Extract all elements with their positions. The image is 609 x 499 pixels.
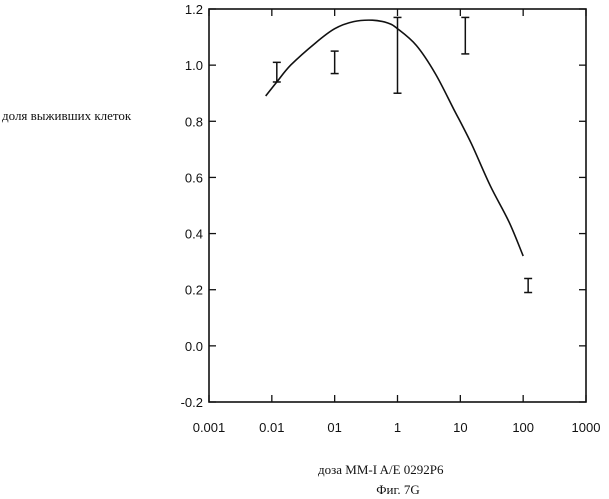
x-tick-label: 0.01 <box>259 420 284 435</box>
figure-caption: Фиг. 7G <box>376 482 419 497</box>
x-tick-label: 1 <box>394 420 401 435</box>
x-tick-label: 0.001 <box>193 420 226 435</box>
x-tick-label: 10 <box>453 420 467 435</box>
error-bar <box>524 278 532 292</box>
error-bar <box>331 51 339 73</box>
error-bars <box>273 17 532 292</box>
x-axis-label: доза MM-I A/E 0292P6 <box>318 462 444 477</box>
x-axis-ticks: 0.001 0.01 01 1 10 100 1000 <box>193 9 601 435</box>
y-tick-label: -0.2 <box>181 395 203 410</box>
error-bar <box>461 17 469 53</box>
x-tick-label: 1000 <box>572 420 601 435</box>
y-tick-label: 0.4 <box>185 227 203 242</box>
y-axis-label: доля выживших клеток <box>2 108 132 123</box>
y-tick-label: 0.8 <box>185 114 203 129</box>
y-tick-label: 0.6 <box>185 170 203 185</box>
fit-curve <box>266 20 524 256</box>
y-axis-ticks: -0.2 0.0 0.2 0.4 0.6 0.8 1.0 1.2 <box>181 2 586 410</box>
y-tick-label: 1.2 <box>185 2 203 17</box>
y-tick-label: 0.0 <box>185 339 203 354</box>
y-tick-label: 0.2 <box>185 283 203 298</box>
error-bar <box>394 17 402 93</box>
y-tick-label: 1.0 <box>185 58 203 73</box>
x-tick-label: 01 <box>327 420 341 435</box>
x-tick-label: 100 <box>512 420 534 435</box>
